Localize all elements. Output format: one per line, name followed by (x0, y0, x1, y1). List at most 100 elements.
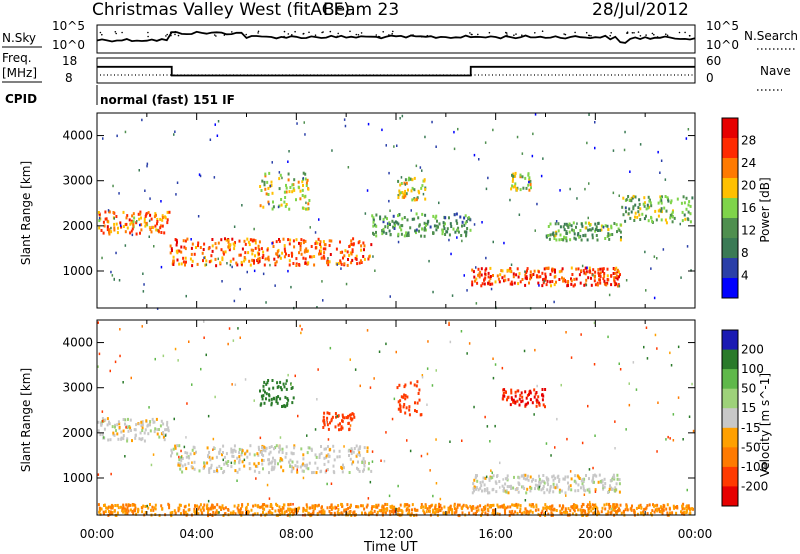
velocity-cell (323, 462, 326, 466)
power-cell (340, 262, 343, 266)
power-cell (244, 251, 247, 255)
velocity-cell (533, 395, 536, 399)
velocity-noise-cell (180, 449, 182, 453)
power-cell (411, 186, 414, 190)
velocity-cell (162, 435, 165, 439)
velocity-noise-cell (691, 382, 693, 386)
velocity-cell (285, 509, 288, 513)
power-noise-cell (385, 144, 387, 147)
velocity-noise-cell (587, 404, 589, 408)
power-cell (614, 271, 617, 275)
power-cell (557, 229, 560, 233)
power-cell (270, 184, 273, 187)
velocity-cell (534, 487, 536, 491)
velocity-cell (437, 510, 440, 514)
power-noise-cell (321, 280, 323, 283)
velocity-cell (523, 473, 526, 477)
velocity-cell (571, 506, 574, 510)
velocity-cell (285, 379, 288, 383)
velocity-cell (564, 511, 567, 515)
velocity-cell (334, 412, 337, 415)
velocity-cell (672, 504, 675, 508)
power-cell (298, 263, 301, 267)
power-cell (343, 254, 346, 258)
velocity-cell (574, 489, 577, 493)
power-cell (248, 243, 251, 247)
velocity-cell (603, 485, 606, 489)
velocity-cell (560, 511, 563, 515)
velocity-cell (210, 463, 213, 467)
velocity-cell (399, 399, 402, 403)
velocity-cell (147, 432, 150, 436)
power-cell (254, 239, 257, 243)
power-cell (532, 273, 535, 276)
power-cell (466, 227, 469, 230)
power-cell (264, 174, 267, 178)
power-noise-cell (160, 200, 162, 203)
velocity-noise-cell (448, 321, 450, 325)
power-cell (515, 273, 518, 277)
velocity-cell (127, 429, 130, 433)
velocity-cell (674, 505, 677, 509)
velocity-cell (613, 477, 616, 481)
power-cell (594, 229, 597, 233)
power-cell (580, 238, 583, 242)
velocity-cell (518, 403, 521, 407)
velocity-cell (347, 421, 350, 425)
power-cell (105, 217, 108, 221)
power-cell (304, 239, 307, 243)
power-cell (97, 211, 100, 214)
velocity-cell (530, 504, 533, 508)
velocity-noise-cell (329, 346, 332, 350)
power-cell (463, 223, 466, 227)
power-noise-cell (174, 130, 176, 133)
velocity-cell (516, 389, 519, 393)
velocity-cell (689, 508, 692, 512)
power-cell (285, 190, 288, 194)
velocity-cell (266, 504, 269, 508)
power-cell (434, 216, 437, 220)
power-cell (541, 271, 544, 275)
power-cell (578, 235, 581, 239)
velocity-cell (248, 462, 251, 466)
power-cell (584, 266, 587, 270)
velocity-cell (253, 462, 256, 466)
power-cell (609, 233, 612, 237)
power-cell (657, 201, 660, 205)
power-cell (642, 202, 645, 206)
search-noise-point (637, 31, 640, 33)
power-cell (304, 172, 307, 176)
power-noise-cell (322, 299, 324, 302)
velocity-cell (179, 462, 182, 466)
velocity-cell (270, 403, 273, 407)
velocity-cell (357, 448, 360, 452)
velocity-cell (517, 490, 520, 494)
power-cell (489, 266, 492, 270)
velocity-cell (472, 505, 474, 509)
velocity-cell (615, 482, 618, 486)
velocity-cell (305, 466, 308, 470)
power-cell (399, 183, 402, 187)
velocity-cell (553, 507, 556, 511)
velocity-cell (416, 401, 419, 405)
search-noise-point (541, 30, 544, 32)
power-cell (660, 209, 663, 213)
power-cell (168, 210, 171, 214)
velocity-cell (584, 509, 586, 513)
velocity-cell (577, 489, 580, 493)
velocity-cell (601, 479, 604, 483)
velocity-cell (264, 504, 267, 508)
power-noise-cell (136, 220, 138, 223)
velocity-cell (208, 470, 211, 474)
power-cell (201, 251, 204, 255)
nave-label: Nave (760, 64, 791, 78)
velocity-cell (153, 506, 156, 510)
power-cell (382, 220, 385, 224)
velocity-cell (529, 389, 532, 393)
power-cell (457, 226, 460, 230)
velocity-cell (238, 467, 241, 471)
power-cell (597, 271, 600, 275)
velocity-cell (502, 489, 505, 492)
power-cell (293, 178, 296, 182)
power-cell (191, 259, 194, 263)
